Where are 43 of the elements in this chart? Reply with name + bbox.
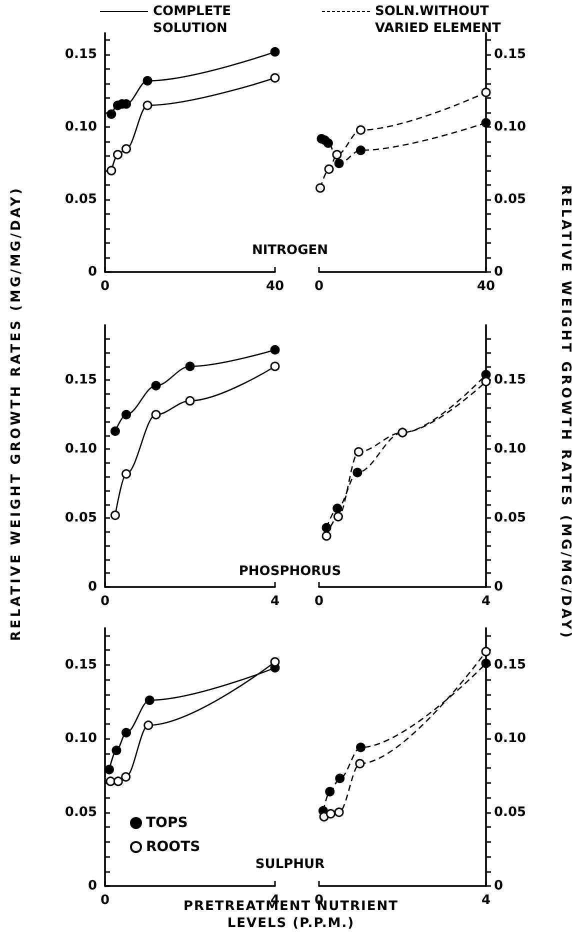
y-tick-label: 0 bbox=[88, 580, 97, 594]
y-tick-label: 0.10 bbox=[64, 731, 97, 746]
y-tick-label: 0 bbox=[88, 264, 97, 280]
y-tick-label: 0.10 bbox=[494, 120, 526, 135]
x-tick-label: 4 bbox=[270, 594, 280, 609]
legend-title: SOLN.WITHOUT VARIED ELEMENT bbox=[375, 3, 502, 37]
x-tick-label: 40 bbox=[476, 279, 496, 294]
legend-label: TOPS bbox=[146, 815, 188, 831]
y-tick-label: 0.15 bbox=[494, 657, 526, 672]
y-tick-label: 0.05 bbox=[494, 510, 526, 526]
y-tick-label: 0 bbox=[494, 878, 504, 894]
y-tick-label: 0.15 bbox=[494, 372, 526, 388]
y-axis-title: RELATIVE WEIGHT GROWTH RATES (MG/MG/DAY) bbox=[8, 184, 25, 643]
y-tick-label: 0.15 bbox=[64, 47, 97, 62]
y-tick-label: 0 bbox=[494, 580, 504, 594]
x-tick-label: 0 bbox=[314, 279, 324, 294]
x-tick-label: 40 bbox=[266, 279, 284, 294]
y-tick-label: 0.15 bbox=[64, 657, 97, 672]
text: NITROGEN bbox=[250, 242, 330, 259]
y-tick-label: 0.15 bbox=[64, 372, 97, 388]
x-tick-label: 4 bbox=[481, 893, 491, 908]
y-tick-label: 0.05 bbox=[64, 192, 97, 208]
y-tick-label: 0.15 bbox=[494, 47, 526, 62]
text: PHOSPHORUS bbox=[238, 563, 342, 580]
y-tick-label: 0.10 bbox=[64, 120, 97, 135]
x-tick-label: 0 bbox=[100, 893, 110, 908]
y-tick-label: 0.10 bbox=[494, 731, 526, 746]
x-tick-label: 0 bbox=[314, 594, 324, 609]
y-tick-label: 0.10 bbox=[494, 442, 526, 457]
y-tick-label: 0 bbox=[88, 878, 97, 894]
x-tick-label: 0 bbox=[100, 594, 110, 609]
legend-label: ROOTS bbox=[146, 839, 200, 855]
y-tick-label: 0.05 bbox=[494, 804, 526, 820]
y-tick-label: 0.05 bbox=[64, 804, 97, 820]
legend-title: COMPLETE SOLUTION bbox=[153, 3, 232, 37]
x-tick-label: 4 bbox=[481, 594, 491, 609]
y-tick-label: 0.10 bbox=[64, 442, 97, 457]
y-tick-label: 0.05 bbox=[494, 192, 526, 208]
text: SULPHUR bbox=[254, 856, 326, 873]
y-tick-label: 0.05 bbox=[64, 510, 97, 526]
x-tick-label: 0 bbox=[100, 279, 110, 294]
y-axis-title: RELATIVE WEIGHT GROWTH RATES (MG/MG/DAY) bbox=[557, 184, 574, 643]
y-tick-label: 0 bbox=[494, 264, 504, 280]
